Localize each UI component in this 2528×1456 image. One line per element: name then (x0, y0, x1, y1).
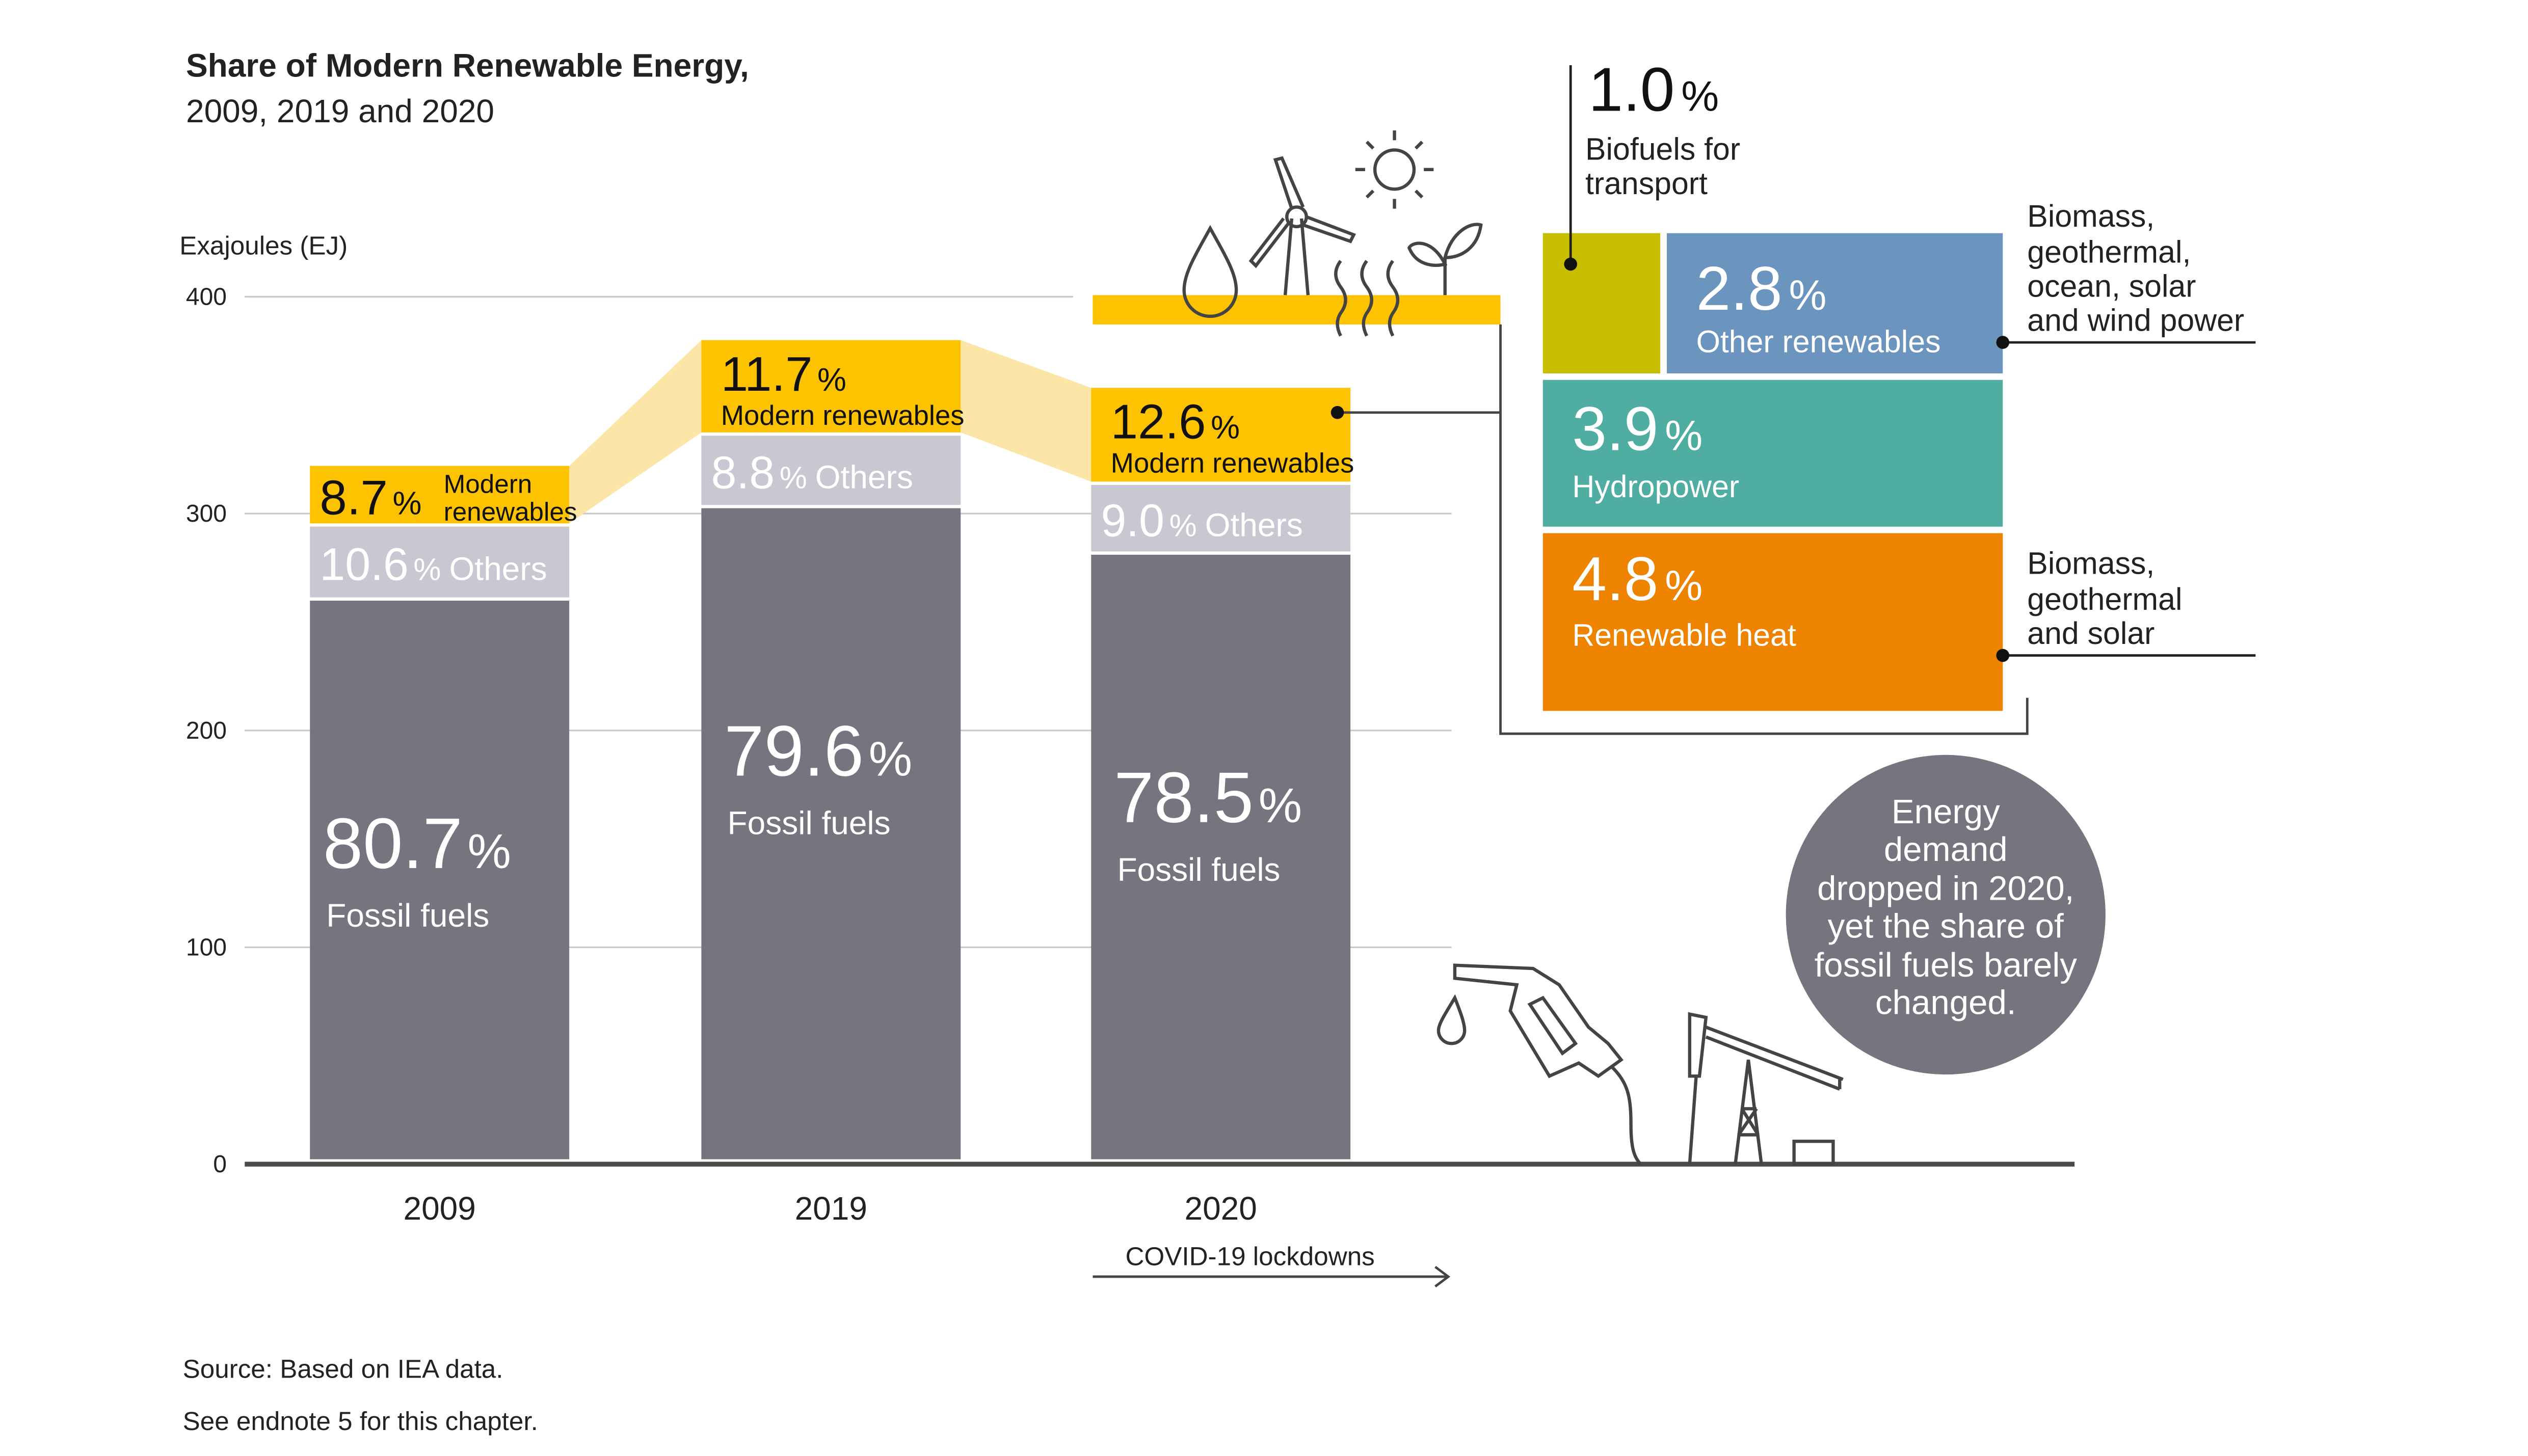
other-renewables-box (1667, 233, 2003, 373)
label-modern-name-2020: Modern renewables (1111, 448, 1354, 479)
geothermal-waves-icon (1334, 260, 1400, 337)
y-tick-400: 400 (186, 283, 227, 310)
bar-others-2019 (701, 436, 961, 505)
y-tick-200: 200 (186, 717, 227, 744)
renewable-heat-value: 4.8% (1572, 544, 1702, 613)
label-fossil-value-2020: 78.5% (1114, 758, 1302, 838)
other-renewables-label: Other renewables (1696, 324, 1941, 359)
label-modern-value-2020: 12.6% (1111, 394, 1240, 449)
hydropower-label: Hydropower (1572, 469, 1739, 504)
bar-fossil-2019 (701, 508, 961, 1160)
label-modern-name2-2009: renewables (444, 497, 577, 526)
bracket-dot (1330, 406, 1344, 419)
y-axis-label: Exajoules (EJ) (179, 231, 348, 260)
renewable-heat-label: Renewable heat (1572, 617, 1796, 652)
callout-circle (1786, 754, 2106, 1075)
bar-others-2020 (1091, 484, 1351, 552)
x-tick-2019: 2019 (795, 1190, 867, 1227)
bar-fossil-2020 (1091, 554, 1351, 1160)
source-note: Source: Based on IEA data. (183, 1354, 503, 1383)
svg-text:yet the share of: yet the share of (1828, 907, 2064, 945)
biofuels-dot (1564, 257, 1577, 271)
breakdown-bracket (1337, 324, 2029, 735)
biofuels-label-1: Biofuels for (1585, 132, 1740, 167)
label-fossil-value-2009: 80.7% (323, 803, 511, 883)
label-others-2020: 9.0% Others (1101, 495, 1302, 546)
svg-text:geothermal: geothermal (2027, 582, 2182, 616)
bar-connectors (569, 340, 1092, 524)
bar-modern-2019 (701, 340, 961, 433)
label-modern-value-2019: 11.7% (721, 347, 846, 401)
wind-turbine-icon (1248, 156, 1356, 295)
bar-fossil-2009 (310, 601, 570, 1160)
svg-text:geothermal,: geothermal, (2027, 234, 2191, 269)
callout-text: Energy demand dropped in 2020, yet the s… (1815, 793, 2078, 1021)
fuel-pump-nozzle-icon (1436, 963, 1642, 1166)
bars: 80.7 % Fossil fuels 10.6% Others 8.7 % Modernre… (310, 340, 1354, 1160)
bar-modern-2009 (310, 466, 570, 524)
biofuels-label-2: transport (1585, 166, 1708, 201)
water-drop-icon (1182, 225, 1238, 318)
svg-text:ocean, solar: ocean, solar (2027, 268, 2196, 303)
connector-2019-2020 (961, 340, 1092, 482)
svg-text:Biomass,: Biomass, (2027, 199, 2154, 233)
other-renewables-value: 2.8% (1696, 254, 1827, 323)
svg-text:changed.: changed. (1875, 984, 2016, 1022)
other-renewables-note-dot (1996, 336, 2010, 349)
label-modern-name-2019: Modern renewables (721, 400, 965, 431)
x-tick-labels: 2009 2019 2020 (403, 1190, 1257, 1227)
svg-text:Biomass,: Biomass, (2027, 546, 2154, 581)
biofuels-box (1542, 233, 1661, 373)
label-fossil-name-2020: Fossil fuels (1117, 851, 1280, 888)
other-renewables-note: Biomass, geothermal, ocean, solar and wi… (2027, 199, 2244, 338)
covid-arrow (1093, 1265, 1451, 1288)
svg-text:demand: demand (1884, 830, 2008, 869)
svg-text:dropped in 2020,: dropped in 2020, (1817, 870, 2074, 908)
bar-modern-2020 (1091, 388, 1351, 482)
endnote: See endnote 5 for this chapter. (183, 1407, 538, 1436)
chart-subtitle: 2009, 2019 and 2020 (186, 93, 494, 129)
y-tick-100: 100 (186, 934, 227, 961)
y-tick-300: 300 (186, 500, 227, 527)
hydropower-value: 3.9% (1572, 394, 1702, 463)
x-tick-2009: 2009 (403, 1190, 475, 1227)
renewable-heat-note: Biomass, geothermal and solar (2027, 546, 2182, 651)
sun-icon (1355, 130, 1434, 209)
label-fossil-name-2009: Fossil fuels (326, 897, 489, 934)
label-modern-name1-2009: Modern (444, 470, 533, 499)
chart-title: Share of Modern Renewable Energy, (186, 47, 749, 84)
renewable-heat-box (1542, 533, 2003, 711)
plant-leaf-icon (1407, 223, 1483, 295)
renewables-strip (1093, 295, 1501, 325)
renewable-heat-note-dot (1996, 649, 2010, 662)
connector-2009-2019 (569, 340, 702, 524)
label-modern-value-2009: 8.7% (320, 470, 421, 525)
oil-pumpjack-icon (1688, 1012, 1844, 1166)
svg-text:fossil fuels barely: fossil fuels barely (1815, 946, 2078, 984)
hydropower-box (1542, 380, 2003, 527)
y-tick-labels: 0 100 200 300 400 (186, 283, 227, 1178)
svg-text:and wind power: and wind power (2027, 303, 2244, 338)
covid-annotation: COVID-19 lockdowns (1125, 1242, 1374, 1271)
y-tick-0: 0 (213, 1151, 227, 1178)
label-others-2019: 8.8% Others (711, 447, 913, 498)
svg-text:and solar: and solar (2027, 616, 2154, 651)
biofuels-value: 1.0% (1588, 55, 1719, 124)
label-fossil-value-2019: 79.6% (724, 711, 912, 791)
label-others-2009: 10.6% Others (320, 538, 547, 589)
breakdown-panel: 1.0% Biofuels for transport 2.8% Other r… (1542, 55, 2003, 711)
bar-others-2009 (310, 526, 570, 598)
x-tick-2020: 2020 (1185, 1190, 1257, 1227)
label-fossil-name-2019: Fossil fuels (728, 805, 891, 842)
svg-text:Energy: Energy (1892, 793, 2000, 831)
